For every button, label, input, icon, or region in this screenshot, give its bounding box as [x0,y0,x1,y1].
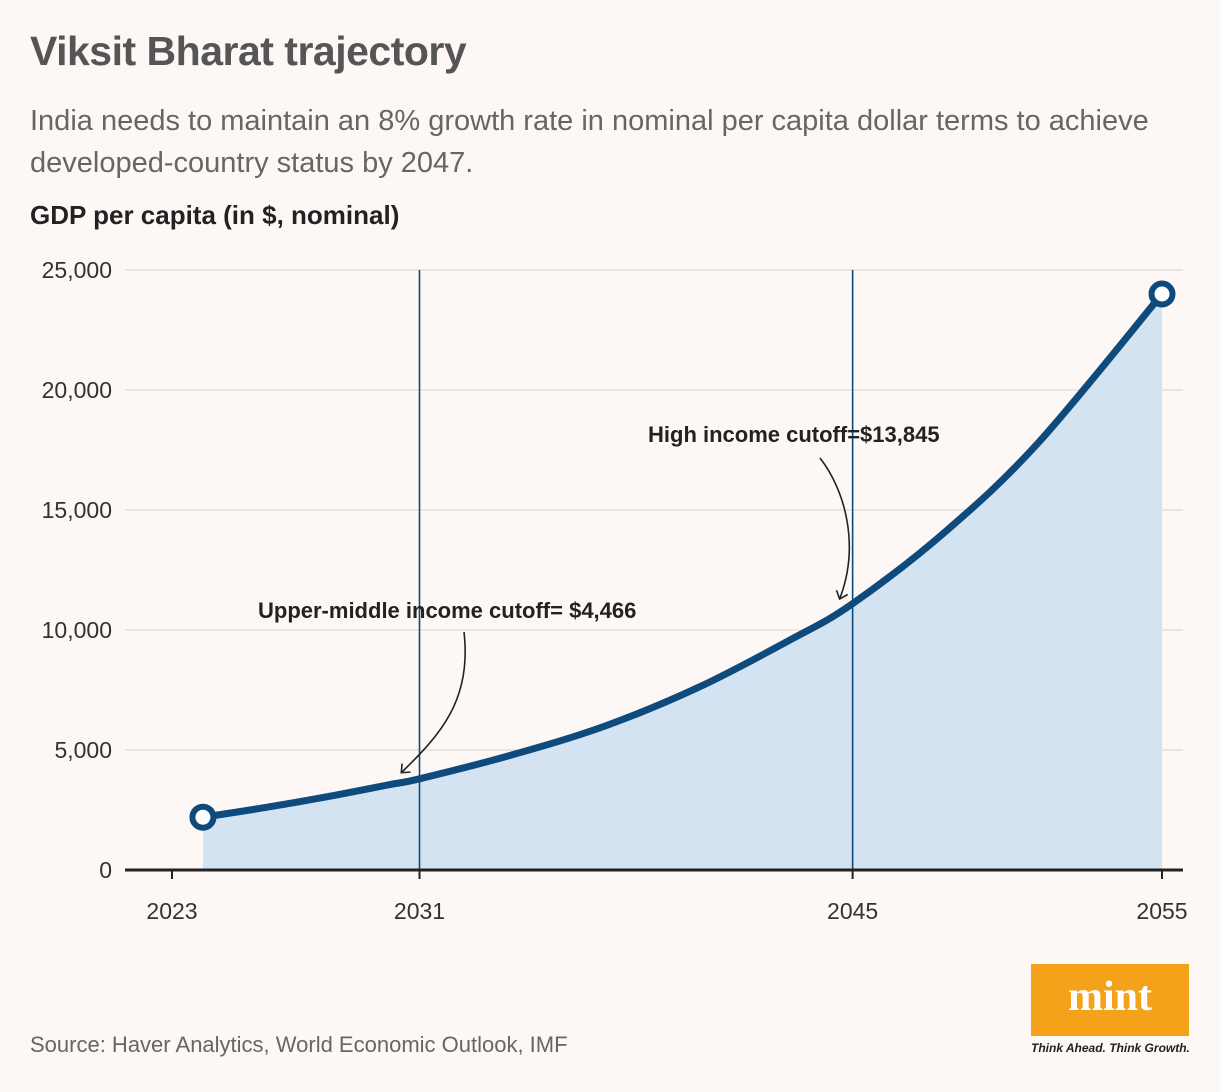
area-fill [202,294,1162,870]
annotation-arrow [819,457,851,601]
end-point [1148,280,1176,308]
x-tick-label: 2045 [827,898,878,924]
source-note: Source: Haver Analytics, World Economic … [30,1032,568,1057]
annotation-high-income: High income cutoff=$13,845 [648,422,940,447]
annotation-arrow [400,631,466,774]
annotation-upper-middle-income: Upper-middle income cutoff= $4,466 [258,598,636,623]
start-point [189,803,217,831]
x-tick-label: 2023 [146,898,197,924]
y-tick-label: 0 [99,857,112,883]
chart-subtitle: India needs to maintain an 8% growth rat… [30,105,1149,179]
y-tick-label: 10,000 [42,617,112,643]
y-tick-label: 25,000 [42,257,112,283]
y-tick-label: 5,000 [54,737,112,763]
y-tick-label: 15,000 [42,497,112,523]
x-tick-label: 2031 [394,898,445,924]
y-tick-label: 20,000 [42,377,112,403]
chart-title: Viksit Bharat trajectory [30,28,467,74]
series-line [199,290,1166,821]
brand-tagline: Think Ahead. Think Growth. [1031,1041,1190,1055]
x-tick-label: 2055 [1136,898,1187,924]
mint-logo: mint [1031,964,1189,1036]
y-axis-label: GDP per capita (in $, nominal) [30,200,400,230]
